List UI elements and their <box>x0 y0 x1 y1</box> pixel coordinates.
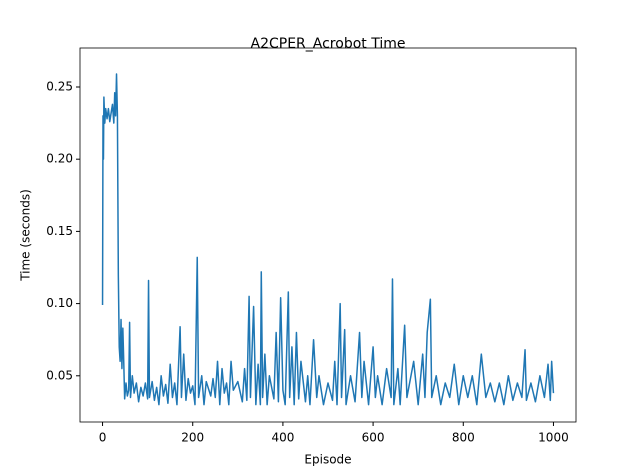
plot-frame <box>79 47 577 423</box>
data-line <box>101 73 555 406</box>
y-tick-label: 0.25 <box>46 79 73 93</box>
x-tick-label: 1000 <box>538 431 569 445</box>
x-tick-label: 200 <box>181 431 204 445</box>
x-axis-label: Episode <box>304 453 351 467</box>
x-tick-label: 600 <box>362 431 385 445</box>
x-tick-label: 800 <box>452 431 475 445</box>
x-tick-label: 0 <box>99 431 107 445</box>
x-tick-label: 400 <box>271 431 294 445</box>
y-tick-label: 0.05 <box>46 368 73 382</box>
y-tick-label: 0.10 <box>46 296 73 310</box>
y-tick-label: 0.20 <box>46 152 73 166</box>
chart-title: A2CPER_Acrobot Time <box>251 36 406 52</box>
y-tick-label: 0.15 <box>46 224 73 238</box>
y-axis-label: Time (seconds) <box>19 189 33 282</box>
